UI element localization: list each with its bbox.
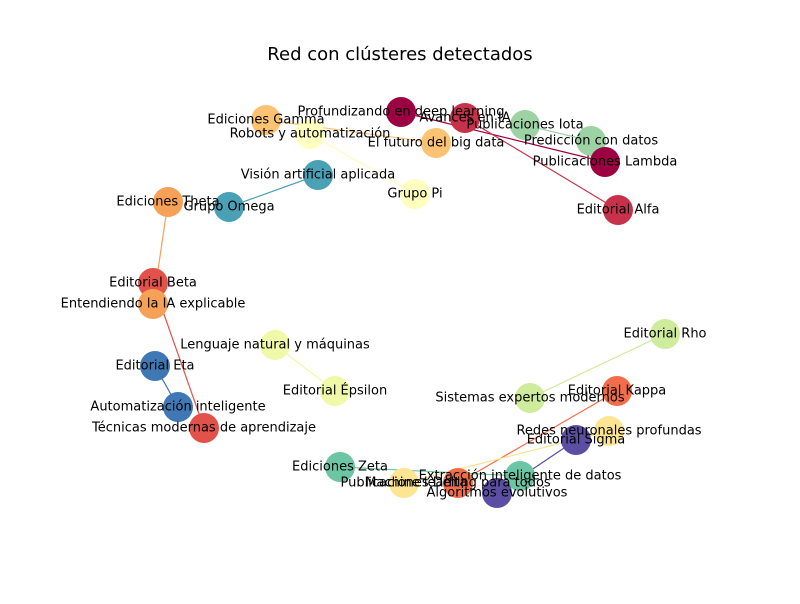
- graph-node: [400, 179, 430, 209]
- node-label: Editorial Kappa: [568, 384, 667, 399]
- graph-node: [450, 103, 480, 133]
- node-label: Ediciones Zeta: [292, 460, 388, 475]
- node-label: Automatización inteligente: [90, 400, 265, 415]
- node-label: Editorial Épsilon: [283, 383, 387, 399]
- graph-node: [251, 105, 281, 135]
- graph-node: [515, 383, 545, 413]
- graph-node: [482, 478, 512, 508]
- node-label: Ediciones Gamma: [207, 113, 324, 128]
- graph-edge: [464, 117, 619, 211]
- graph-edge: [228, 174, 319, 208]
- graph-edge: [265, 119, 437, 144]
- node-label: Predicción con datos: [524, 134, 659, 149]
- node-label: Editorial Alfa: [577, 203, 660, 218]
- node-label: Publicaciones Delta: [341, 476, 468, 491]
- node-label: Redes neuronales profundas: [516, 424, 701, 439]
- graph-node: [325, 452, 355, 482]
- graph-node: [505, 461, 535, 491]
- graph-node: [260, 330, 290, 360]
- node-label: Robots y automatización: [230, 127, 391, 142]
- node-label: Ediciones Theta: [116, 195, 219, 210]
- node-label: Algoritmos evolutivos: [427, 486, 568, 501]
- graph-node: [650, 319, 680, 349]
- node-label: Lenguaje natural y máquinas: [180, 338, 370, 353]
- graph-edge: [457, 390, 618, 484]
- graph-node: [389, 468, 419, 498]
- nodes-layer: [138, 97, 680, 508]
- graph-node: [295, 119, 325, 149]
- node-label: Profundizando en deep learning: [298, 105, 505, 120]
- graph-node: [140, 351, 170, 381]
- node-label: Visión artificial aplicada: [241, 168, 395, 183]
- graph-edge: [400, 111, 606, 163]
- graph-node: [603, 195, 633, 225]
- graph-node: [590, 147, 620, 177]
- graph-node: [303, 160, 333, 190]
- graph-edge: [339, 466, 521, 477]
- graph-node: [214, 192, 244, 222]
- graph-edge: [309, 133, 416, 195]
- graph-node: [138, 268, 168, 298]
- node-label: Editorial Beta: [109, 276, 197, 291]
- graph-node: [602, 376, 632, 406]
- node-label: Editorial Sigma: [527, 433, 626, 448]
- node-label: Técnicas modernas de aprendizaje: [91, 421, 316, 436]
- node-label: Publicaciones Lambda: [533, 155, 678, 170]
- graph-node: [510, 110, 540, 140]
- graph-node: [386, 97, 416, 127]
- node-label: Entendiendo la IA explicable: [61, 297, 246, 312]
- node-label: Editorial Rho: [623, 327, 706, 342]
- node-label: Editorial Eta: [115, 359, 194, 374]
- graph-title: Red con clústeres detectados: [267, 44, 533, 65]
- graph-node: [153, 187, 183, 217]
- graph-node: [561, 425, 591, 455]
- node-label: Extracción inteligente de datos: [419, 469, 622, 484]
- node-label: Machine learning para todos: [365, 476, 551, 491]
- graph-node: [594, 416, 624, 446]
- node-label: El futuro del big data: [368, 136, 505, 151]
- graph-node: [138, 289, 168, 319]
- graph-node: [421, 128, 451, 158]
- node-label: Grupo Omega: [183, 200, 274, 215]
- node-label: Grupo Pi: [387, 187, 442, 202]
- node-label: Publicaciones Iota: [466, 118, 583, 133]
- graph-edge: [529, 333, 666, 399]
- graph-node: [163, 392, 193, 422]
- graph-node: [320, 376, 350, 406]
- node-label: Sistemas expertos modernos: [435, 391, 624, 406]
- node-label: Avances en IA: [419, 111, 510, 126]
- graph-node: [189, 413, 219, 443]
- graph-node: [443, 468, 473, 498]
